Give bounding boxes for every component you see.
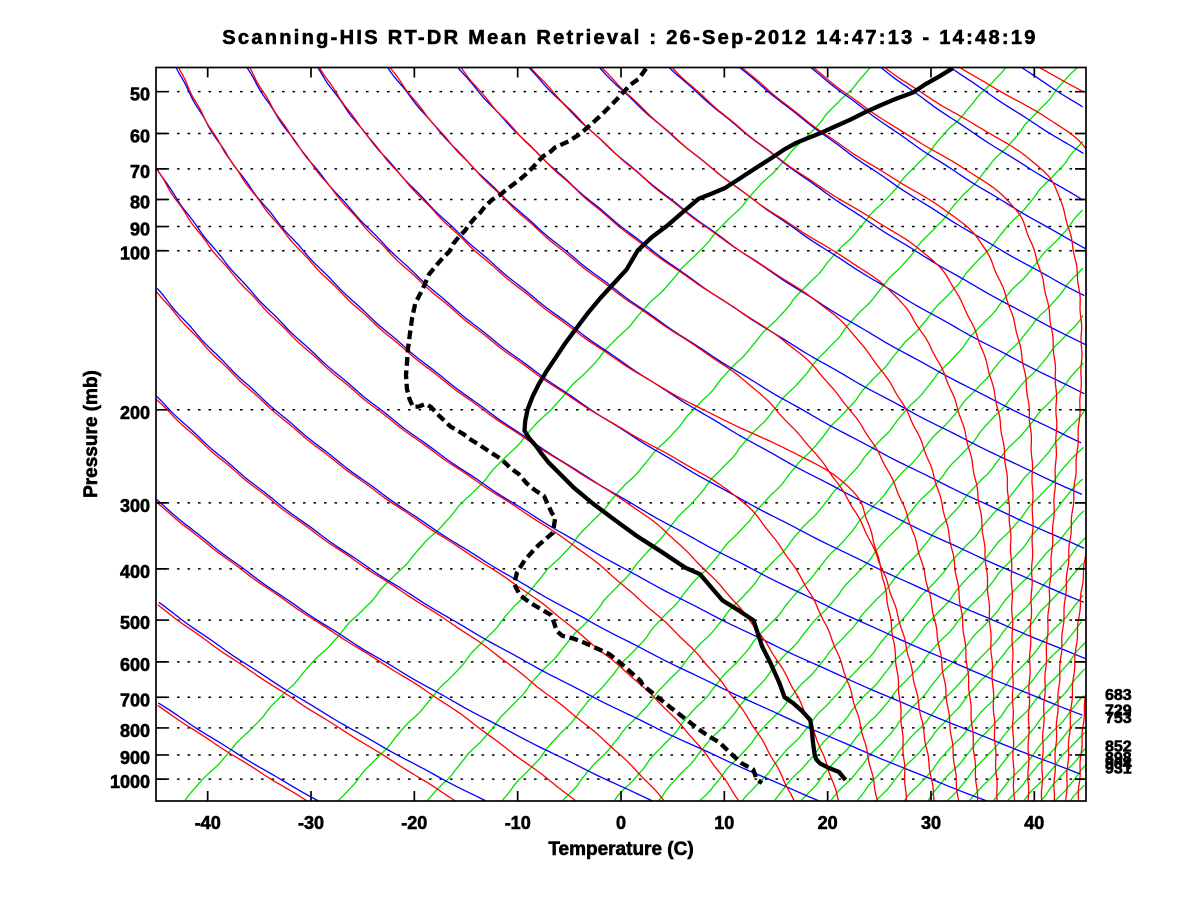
svg-text:-20: -20 xyxy=(401,813,427,833)
svg-text:50: 50 xyxy=(130,85,150,105)
svg-text:600: 600 xyxy=(120,655,150,675)
svg-text:90: 90 xyxy=(130,220,150,240)
svg-text:904: 904 xyxy=(1105,756,1132,773)
svg-text:-40: -40 xyxy=(195,813,221,833)
svg-text:1000: 1000 xyxy=(110,772,150,792)
svg-text:852: 852 xyxy=(1105,739,1132,756)
svg-text:10: 10 xyxy=(714,813,734,833)
svg-text:500: 500 xyxy=(120,613,150,633)
svg-text:Pressure (mb): Pressure (mb) xyxy=(81,370,102,498)
svg-text:20: 20 xyxy=(818,813,838,833)
svg-text:800: 800 xyxy=(120,721,150,741)
svg-text:700: 700 xyxy=(120,690,150,710)
svg-text:400: 400 xyxy=(120,562,150,582)
svg-text:80: 80 xyxy=(130,193,150,213)
svg-text:898: 898 xyxy=(1105,750,1132,767)
svg-text:70: 70 xyxy=(130,162,150,182)
svg-text:200: 200 xyxy=(120,403,150,423)
svg-text:753: 753 xyxy=(1105,710,1132,727)
svg-text:683: 683 xyxy=(1105,687,1132,704)
svg-text:30: 30 xyxy=(921,813,941,833)
svg-text:-30: -30 xyxy=(298,813,324,833)
svg-text:60: 60 xyxy=(130,127,150,147)
svg-text:0: 0 xyxy=(616,813,626,833)
svg-text:931: 931 xyxy=(1105,761,1132,778)
svg-text:300: 300 xyxy=(120,496,150,516)
svg-text:Temperature (C): Temperature (C) xyxy=(548,839,693,860)
svg-text:729: 729 xyxy=(1105,703,1132,720)
svg-text:Scanning-HIS RT-DR Mean Retrie: Scanning-HIS RT-DR Mean Retrieval : 26-S… xyxy=(222,27,1037,49)
svg-text:40: 40 xyxy=(1024,813,1044,833)
svg-text:900: 900 xyxy=(120,748,150,768)
svg-text:100: 100 xyxy=(120,244,150,264)
svg-text:-10: -10 xyxy=(505,813,531,833)
